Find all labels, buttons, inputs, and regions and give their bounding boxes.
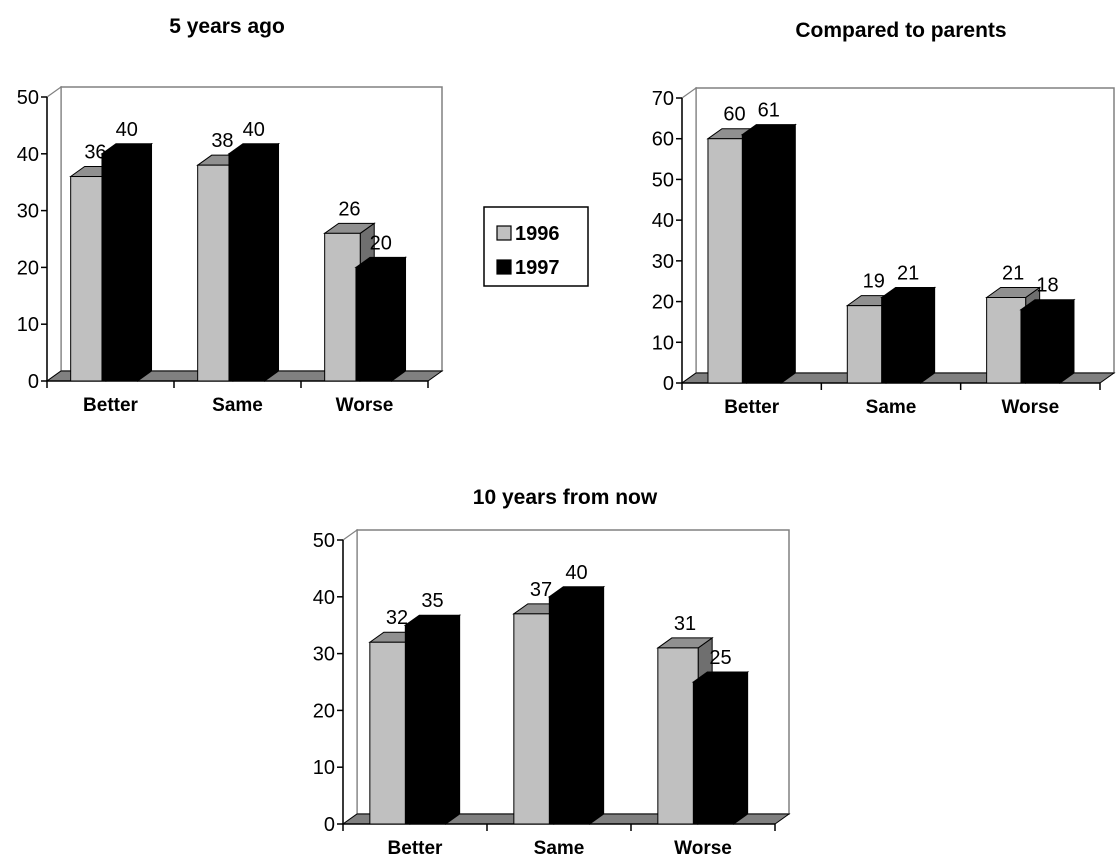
bar-front xyxy=(657,647,699,825)
chart-title: 5 years ago xyxy=(169,15,285,38)
bar-front xyxy=(881,297,922,384)
chart-5-years-ago: 5 years ago 0 10 20 30 40 50 Better 36 40 Same 38 4… xyxy=(17,15,444,416)
legend-swatch-1996 xyxy=(496,225,512,241)
legend-label-1996: 1996 xyxy=(515,223,560,245)
y-tick-label: 70 xyxy=(652,88,674,110)
x-category-label: Better xyxy=(388,838,444,859)
bar-front xyxy=(986,297,1027,384)
data-label: 61 xyxy=(758,100,780,122)
bar-front xyxy=(324,232,361,382)
bar-front xyxy=(404,624,447,825)
bar-1997-better xyxy=(403,614,462,825)
data-label: 19 xyxy=(863,271,885,293)
data-label: 40 xyxy=(116,119,138,141)
bar-front xyxy=(692,681,735,825)
data-label: 21 xyxy=(1002,263,1024,285)
y-tick-label: 20 xyxy=(313,700,335,722)
bar-side xyxy=(733,671,749,825)
bar-front xyxy=(355,266,393,382)
y-tick-label: 30 xyxy=(652,251,674,273)
x-category-label: Worse xyxy=(674,838,732,859)
y-tick-label: 0 xyxy=(28,371,39,393)
y-tick-label: 10 xyxy=(313,757,335,779)
bar-front xyxy=(197,164,234,382)
bar-1997-worse xyxy=(354,256,408,382)
x-category-label: Same xyxy=(866,397,917,418)
data-label: 38 xyxy=(211,130,233,152)
bar-front xyxy=(1020,309,1061,384)
x-category-label: Same xyxy=(212,395,263,416)
y-tick-label: 50 xyxy=(652,169,674,191)
x-category-label: Same xyxy=(534,838,585,859)
legend-label-1997: 1997 xyxy=(515,257,560,279)
bar-side xyxy=(920,286,936,384)
y-tick-label: 0 xyxy=(324,814,335,836)
bar-front xyxy=(369,641,411,825)
y-tick-label: 40 xyxy=(17,144,39,166)
data-label: 25 xyxy=(709,647,731,669)
y-tick-label: 40 xyxy=(313,587,335,609)
bar-1997-better xyxy=(740,123,797,384)
bar-front xyxy=(101,153,139,382)
y-tick-label: 50 xyxy=(17,87,39,109)
y-tick-label: 30 xyxy=(17,201,39,223)
bar-front xyxy=(707,138,748,384)
y-tick-label: 20 xyxy=(652,292,674,314)
bar-front xyxy=(513,613,555,825)
y-tick-label: 50 xyxy=(313,530,335,552)
bar-side xyxy=(391,256,407,382)
legend: 1996 1997 xyxy=(483,206,589,287)
bar-side xyxy=(589,585,605,825)
data-label: 26 xyxy=(338,198,360,220)
data-label: 32 xyxy=(386,607,408,629)
data-label: 40 xyxy=(243,119,265,141)
data-label: 35 xyxy=(421,590,443,612)
plot-side-wall xyxy=(681,86,697,385)
data-label: 36 xyxy=(84,142,106,164)
data-label: 40 xyxy=(565,562,587,584)
x-category-label: Better xyxy=(83,395,139,416)
bar-side xyxy=(264,142,280,382)
plot-side-wall xyxy=(46,85,62,383)
y-tick-label: 10 xyxy=(652,332,674,354)
y-tick-label: 40 xyxy=(652,210,674,232)
data-label: 60 xyxy=(723,104,745,126)
chart-10-years-from-now: 10 years from now 0 10 20 30 40 50 Better 32 35 S… xyxy=(313,486,791,859)
bar-front xyxy=(548,596,591,825)
bar-1997-better xyxy=(100,142,154,382)
bar-front xyxy=(846,305,887,384)
bar-1997-same xyxy=(880,286,937,384)
x-category-label: Worse xyxy=(1001,397,1059,418)
bar-side xyxy=(780,123,796,384)
x-category-label: Better xyxy=(724,397,780,418)
y-tick-label: 0 xyxy=(663,373,674,395)
bar-1997-worse xyxy=(1019,298,1076,384)
chart-title: 10 years from now xyxy=(473,486,658,509)
data-label: 20 xyxy=(370,232,392,254)
bar-1997-worse xyxy=(691,671,750,825)
y-tick-label: 10 xyxy=(17,314,39,336)
plot-side-wall xyxy=(342,528,358,826)
bar-1997-same xyxy=(227,142,281,382)
bar-front xyxy=(228,153,266,382)
bar-front xyxy=(70,176,107,382)
y-tick-label: 20 xyxy=(17,257,39,279)
data-label: 31 xyxy=(674,613,696,635)
data-label: 37 xyxy=(530,579,552,601)
bar-side xyxy=(1059,298,1075,384)
chart-compared-to-parents: Compared to parents 0 10 20 30 40 50 60 70 Bette… xyxy=(652,19,1116,418)
bar-side xyxy=(137,142,153,382)
data-label: 18 xyxy=(1036,275,1058,297)
y-tick-label: 30 xyxy=(313,644,335,666)
y-tick-label: 60 xyxy=(652,129,674,151)
bar-front xyxy=(741,134,782,384)
bar-1997-same xyxy=(547,585,606,825)
data-label: 21 xyxy=(897,263,919,285)
x-category-label: Worse xyxy=(336,395,394,416)
bar-side xyxy=(445,614,461,825)
legend-swatch-1997 xyxy=(496,259,512,275)
chart-title: Compared to parents xyxy=(795,19,1006,42)
